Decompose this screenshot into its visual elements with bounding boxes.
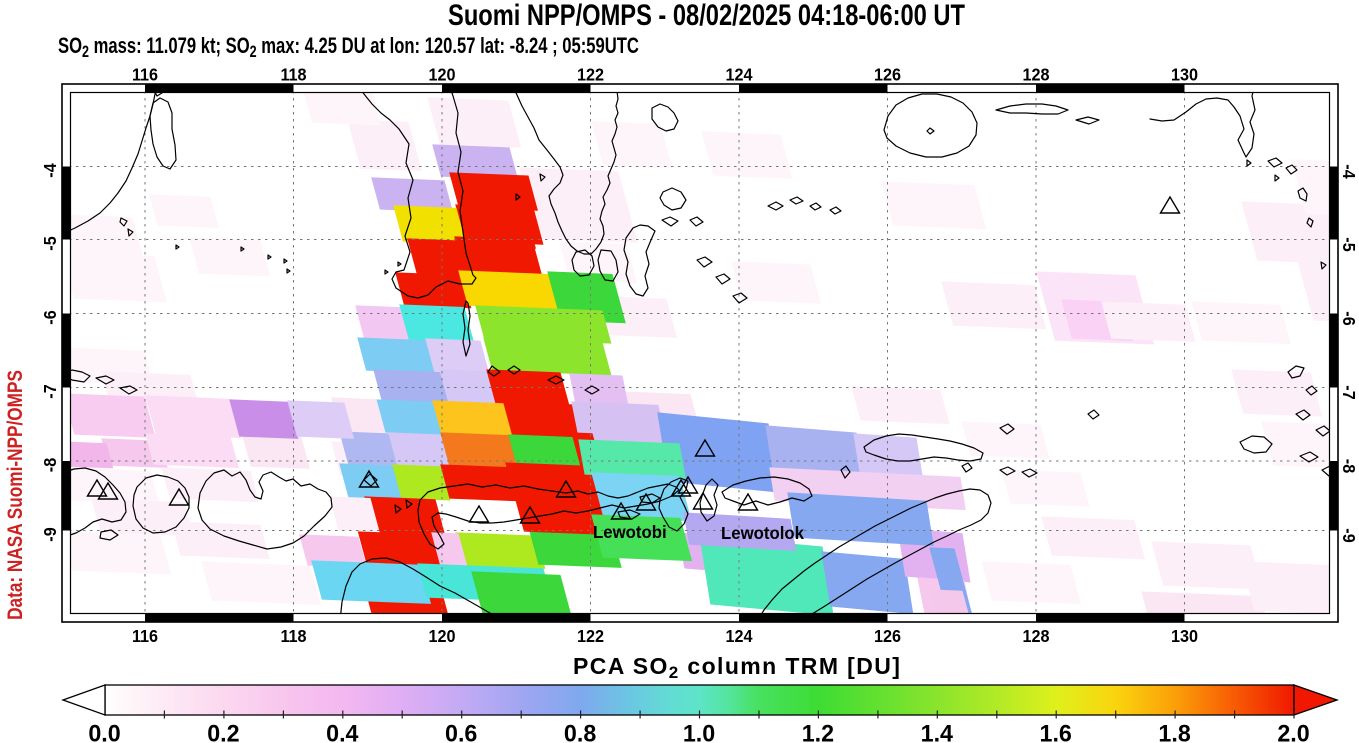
svg-text:PCA SO2 column TRM [DU]: PCA SO2 column TRM [DU]	[573, 653, 901, 682]
svg-text:128: 128	[1022, 626, 1049, 646]
svg-text:-9: -9	[40, 527, 60, 541]
svg-text:126: 126	[874, 626, 901, 646]
svg-text:-4: -4	[1339, 164, 1359, 179]
svg-text:130: 130	[1171, 626, 1198, 646]
svg-text:116: 116	[132, 65, 158, 85]
svg-text:2.0: 2.0	[1277, 720, 1309, 743]
svg-text:-6: -6	[40, 310, 60, 324]
svg-text:128: 128	[1022, 65, 1049, 85]
svg-text:0.8: 0.8	[564, 720, 596, 743]
svg-text:120: 120	[428, 626, 455, 646]
svg-text:Suomi NPP/OMPS - 08/02/2025 04: Suomi NPP/OMPS - 08/02/2025 04:18-06:00 …	[448, 0, 965, 32]
svg-text:1.6: 1.6	[1040, 720, 1072, 743]
svg-text:1.8: 1.8	[1158, 720, 1190, 743]
svg-text:124: 124	[725, 626, 752, 646]
svg-text:118: 118	[280, 65, 306, 85]
svg-text:Lewotobi: Lewotobi	[593, 522, 667, 542]
svg-text:Lewotolok: Lewotolok	[721, 523, 804, 543]
svg-text:-6: -6	[1339, 311, 1359, 325]
svg-text:116: 116	[132, 626, 158, 646]
svg-text:0.2: 0.2	[207, 720, 239, 743]
svg-text:SO2 mass: 11.079 kt; SO2 max:: SO2 mass: 11.079 kt; SO2 max: 4.25 DU at…	[58, 34, 639, 62]
svg-text:120: 120	[428, 65, 455, 85]
svg-text:126: 126	[874, 65, 901, 85]
svg-text:118: 118	[280, 626, 306, 646]
svg-text:-5: -5	[40, 236, 60, 251]
svg-text:-4: -4	[40, 163, 60, 178]
svg-text:0.4: 0.4	[326, 720, 359, 743]
svg-text:122: 122	[577, 626, 604, 646]
svg-text:122: 122	[577, 65, 604, 85]
svg-text:-5: -5	[1339, 237, 1359, 252]
svg-text:1.2: 1.2	[802, 720, 834, 743]
svg-text:Data: NASA Suomi-NPP/OMPS: Data: NASA Suomi-NPP/OMPS	[5, 370, 28, 620]
svg-text:-8: -8	[1339, 459, 1359, 473]
svg-text:-7: -7	[1339, 385, 1359, 399]
svg-text:-8: -8	[40, 458, 60, 472]
svg-text:1.4: 1.4	[921, 720, 954, 743]
svg-text:-7: -7	[40, 384, 60, 398]
svg-text:130: 130	[1171, 65, 1198, 85]
svg-text:1.0: 1.0	[683, 720, 715, 743]
svg-text:-9: -9	[1339, 528, 1359, 542]
svg-text:0.6: 0.6	[445, 720, 477, 743]
svg-text:0.0: 0.0	[88, 720, 120, 743]
svg-text:124: 124	[725, 65, 752, 85]
